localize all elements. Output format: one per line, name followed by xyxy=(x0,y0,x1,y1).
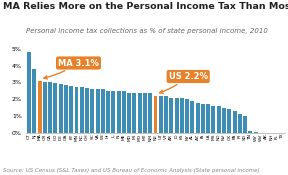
Bar xyxy=(117,91,121,133)
Bar xyxy=(248,131,252,133)
Bar xyxy=(243,116,247,133)
Bar xyxy=(111,91,115,133)
Bar xyxy=(233,111,236,133)
Bar xyxy=(106,91,110,133)
Bar xyxy=(154,96,158,133)
Bar xyxy=(180,98,184,133)
Text: MA Relies More on the Personal Income Tax Than Most States: MA Relies More on the Personal Income Ta… xyxy=(3,2,288,11)
Bar xyxy=(217,106,221,133)
Bar xyxy=(211,106,215,133)
Bar xyxy=(54,83,57,133)
Bar xyxy=(164,96,168,133)
Bar xyxy=(64,85,68,133)
Bar xyxy=(138,93,142,133)
Bar xyxy=(127,93,131,133)
Bar xyxy=(254,132,257,133)
Bar xyxy=(48,82,52,133)
Bar xyxy=(27,52,31,133)
Bar xyxy=(185,99,189,133)
Bar xyxy=(59,84,63,133)
Bar xyxy=(96,89,100,133)
Text: Personal income tax collections as % of state personal income, 2010: Personal income tax collections as % of … xyxy=(26,28,268,34)
Bar xyxy=(190,101,194,133)
Text: Source: US Census (S&L Taxes) and US Bureau of Economic Analysis (State personal: Source: US Census (S&L Taxes) and US Bur… xyxy=(3,168,259,173)
Bar xyxy=(38,81,41,133)
Bar xyxy=(122,91,126,133)
Bar xyxy=(32,69,36,133)
Bar xyxy=(238,114,242,133)
Text: MA 3.1%: MA 3.1% xyxy=(44,58,99,79)
Text: US 2.2%: US 2.2% xyxy=(160,72,208,93)
Bar xyxy=(90,89,94,133)
Bar xyxy=(206,104,210,133)
Bar xyxy=(43,82,47,133)
Bar xyxy=(85,88,89,133)
Bar xyxy=(159,96,163,133)
Bar xyxy=(132,93,137,133)
Bar xyxy=(227,109,231,133)
Bar xyxy=(80,88,84,133)
Bar xyxy=(196,103,200,133)
Bar xyxy=(169,98,173,133)
Bar xyxy=(222,108,226,133)
Bar xyxy=(69,86,73,133)
Bar xyxy=(175,98,179,133)
Bar xyxy=(143,93,147,133)
Bar xyxy=(101,89,105,133)
Bar xyxy=(75,88,78,133)
Bar xyxy=(201,104,205,133)
Bar xyxy=(148,93,152,133)
